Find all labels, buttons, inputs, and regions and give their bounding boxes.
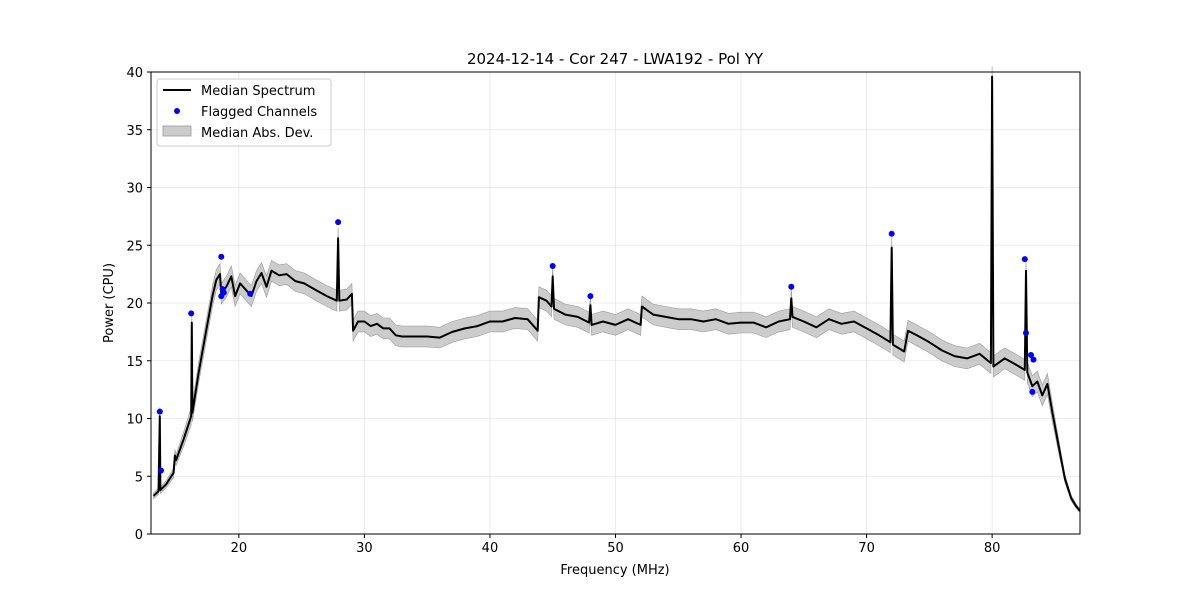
y-tick-label: 20 bbox=[126, 297, 143, 312]
flagged-channel-point bbox=[788, 283, 795, 290]
flagged-channel-point bbox=[587, 293, 594, 300]
flagged-channel-point bbox=[888, 230, 895, 237]
legend-label-flagged-channels: Flagged Channels bbox=[201, 105, 317, 120]
axis-ticks: 20 30 40 50 60 70 80 0 5 10 15 20 25 30 35 40 bbox=[126, 66, 1000, 556]
flagged-channel-point bbox=[1021, 256, 1028, 263]
flagged-channel-point bbox=[335, 219, 342, 226]
y-tick-label: 35 bbox=[126, 124, 143, 139]
x-tick-label: 80 bbox=[984, 541, 1001, 556]
median-spectrum-line bbox=[152, 75, 1081, 512]
flagged-channel-point bbox=[1030, 356, 1037, 363]
flagged-channel-point bbox=[188, 310, 195, 317]
flagged-channel-point bbox=[549, 263, 556, 269]
x-tick-label: 40 bbox=[482, 541, 499, 556]
flagged-channel-point bbox=[1029, 388, 1036, 395]
median-spectrum-path bbox=[152, 75, 1081, 512]
x-tick-label: 50 bbox=[607, 541, 624, 556]
legend-band-swatch bbox=[162, 125, 192, 137]
flagged-channel-point bbox=[218, 253, 225, 260]
y-tick-label: 40 bbox=[126, 66, 143, 81]
x-tick-label: 60 bbox=[733, 541, 750, 556]
x-axis-label: Frequency (MHz) bbox=[560, 563, 669, 578]
flagged-channel-point bbox=[156, 408, 163, 415]
legend-label-median-abs-dev: Median Abs. Dev. bbox=[201, 126, 313, 141]
y-tick-label: 0 bbox=[135, 528, 143, 543]
y-tick-label: 25 bbox=[126, 239, 143, 254]
y-axis-label: Power (CPU) bbox=[102, 263, 117, 343]
legend-dot-swatch bbox=[174, 108, 180, 114]
x-tick-label: 70 bbox=[858, 541, 875, 556]
legend-label-median-spectrum: Median Spectrum bbox=[201, 84, 315, 99]
flagged-channel-point bbox=[1023, 330, 1029, 336]
flagged-channel-point bbox=[247, 290, 254, 297]
x-tick-label: 30 bbox=[356, 541, 373, 556]
legend: Median Spectrum Flagged Channels Median … bbox=[156, 78, 332, 147]
flagged-channel-point bbox=[158, 467, 164, 474]
y-tick-label: 30 bbox=[126, 182, 143, 197]
flagged-channel-point bbox=[220, 289, 227, 296]
chart-title: 2024-12-14 - Cor 247 - LWA192 - Pol YY bbox=[467, 50, 764, 68]
y-tick-label: 5 bbox=[135, 470, 143, 485]
y-tick-label: 10 bbox=[126, 413, 143, 428]
y-tick-label: 15 bbox=[126, 355, 143, 370]
legend-box bbox=[156, 78, 332, 147]
flagged-channel-point bbox=[1028, 352, 1034, 358]
x-tick-label: 20 bbox=[231, 541, 248, 556]
flagged-channels-points bbox=[156, 219, 1037, 474]
